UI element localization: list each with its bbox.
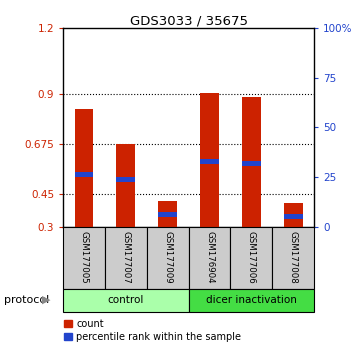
Bar xyxy=(242,97,261,227)
Bar xyxy=(242,161,261,166)
Bar xyxy=(105,227,147,289)
Bar xyxy=(188,289,314,312)
Bar xyxy=(230,227,272,289)
Bar xyxy=(158,201,177,227)
Text: protocol: protocol xyxy=(4,295,49,305)
Bar xyxy=(63,289,188,312)
Bar xyxy=(200,93,219,227)
Text: GSM176904: GSM176904 xyxy=(205,231,214,284)
Legend: count, percentile rank within the sample: count, percentile rank within the sample xyxy=(64,319,241,342)
Bar xyxy=(75,109,93,227)
Bar xyxy=(158,212,177,217)
Bar xyxy=(63,227,105,289)
Bar xyxy=(284,214,303,219)
Bar xyxy=(188,227,230,289)
Bar xyxy=(75,172,93,177)
Bar xyxy=(117,144,135,227)
Bar xyxy=(272,227,314,289)
Text: GSM177006: GSM177006 xyxy=(247,231,256,284)
Title: GDS3033 / 35675: GDS3033 / 35675 xyxy=(130,14,248,27)
Text: ▶: ▶ xyxy=(42,295,50,305)
Bar xyxy=(200,159,219,164)
Text: GSM177008: GSM177008 xyxy=(289,231,298,284)
Text: GSM177009: GSM177009 xyxy=(163,231,172,284)
Bar xyxy=(147,227,188,289)
Text: GSM177007: GSM177007 xyxy=(121,231,130,284)
Text: GSM177005: GSM177005 xyxy=(79,231,88,284)
Bar xyxy=(117,177,135,182)
Text: control: control xyxy=(108,295,144,305)
Bar xyxy=(284,204,303,227)
Text: dicer inactivation: dicer inactivation xyxy=(206,295,297,305)
